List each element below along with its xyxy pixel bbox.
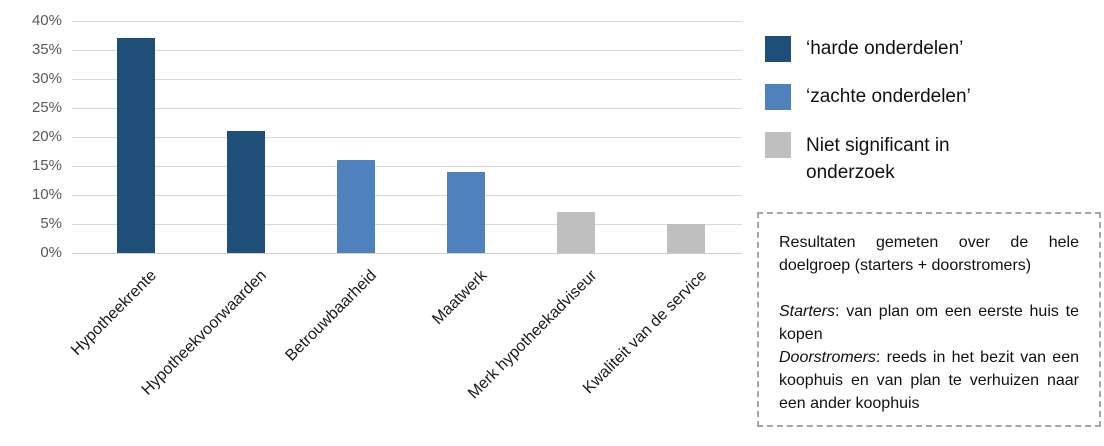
definition-text: : van plan om een eerste huis te kopen (779, 303, 1079, 343)
bar-hypotheekrente (117, 38, 155, 253)
y-axis-tick-label: 40% (31, 12, 62, 29)
legend-swatch-zachte (765, 84, 791, 110)
bar-hypotheekvoorwaarden (227, 131, 265, 253)
legend-label: ‘harde onderdelen’ (806, 38, 964, 59)
term-doorstromers: Doorstromers (779, 349, 876, 366)
legend-label: Niet significant in onderzoek (806, 135, 950, 183)
gridline (72, 166, 742, 167)
note-intro: Resultaten gemeten over de hele doelgroe… (779, 234, 1079, 274)
gridline (72, 21, 742, 22)
x-axis-category-label: Hypotheekvoorwaarden (138, 267, 271, 399)
note-definition-doorstromers: Doorstromers: reeds in het bezit van een… (779, 346, 1079, 415)
x-axis-category-label: Kwaliteit van de service (579, 267, 711, 398)
legend-item-harde-onderdelen: ‘harde onderdelen’ (765, 36, 1085, 62)
gridline (72, 195, 742, 196)
chart-legend: ‘harde onderdelen’ ‘zachte onderdelen’ N… (765, 36, 1085, 208)
x-axis-line (72, 253, 742, 254)
x-axis-category-label: Betrouwbaarheid (282, 267, 381, 365)
y-axis-tick-label: 30% (31, 70, 62, 87)
legend-item-niet-significant: Niet significant in onderzoek (765, 132, 1085, 186)
gridline (72, 224, 742, 225)
note-box: Resultaten gemeten over de hele doelgroe… (757, 212, 1101, 427)
y-axis-tick-label: 35% (31, 41, 62, 58)
bar-merk-hypotheekadviseur (557, 212, 595, 253)
gridline (72, 50, 742, 51)
bar-betrouwbaarheid (337, 160, 375, 253)
term-starters: Starters (779, 303, 836, 320)
gridline (72, 79, 742, 80)
note-definition-starters: Starters: van plan om een eerste huis te… (779, 300, 1079, 346)
y-axis-tick-label: 20% (31, 128, 62, 145)
y-axis-tick-label: 10% (31, 186, 62, 203)
legend-swatch-niet-significant (765, 132, 791, 158)
y-axis-tick-label: 15% (31, 157, 62, 174)
x-axis-category-label: Maatwerk (428, 267, 491, 329)
y-axis-tick-label: 25% (31, 99, 62, 116)
x-axis-category-label: Merk hypotheekadviseur (464, 267, 601, 403)
y-axis-tick-label: 5% (40, 215, 62, 232)
definition-text: : reeds in het bezit van een koophuis en… (779, 349, 1079, 412)
gridline (72, 108, 742, 109)
gridline (72, 137, 742, 138)
bar-maatwerk (447, 172, 485, 253)
legend-item-zachte-onderdelen: ‘zachte onderdelen’ (765, 84, 1085, 110)
legend-label: ‘zachte onderdelen’ (806, 86, 971, 107)
bar-kwaliteit-van-de-service (667, 224, 705, 253)
legend-swatch-harde (765, 36, 791, 62)
y-axis-tick-label: 0% (40, 244, 62, 261)
x-axis-category-label: Hypotheekrente (68, 267, 161, 359)
